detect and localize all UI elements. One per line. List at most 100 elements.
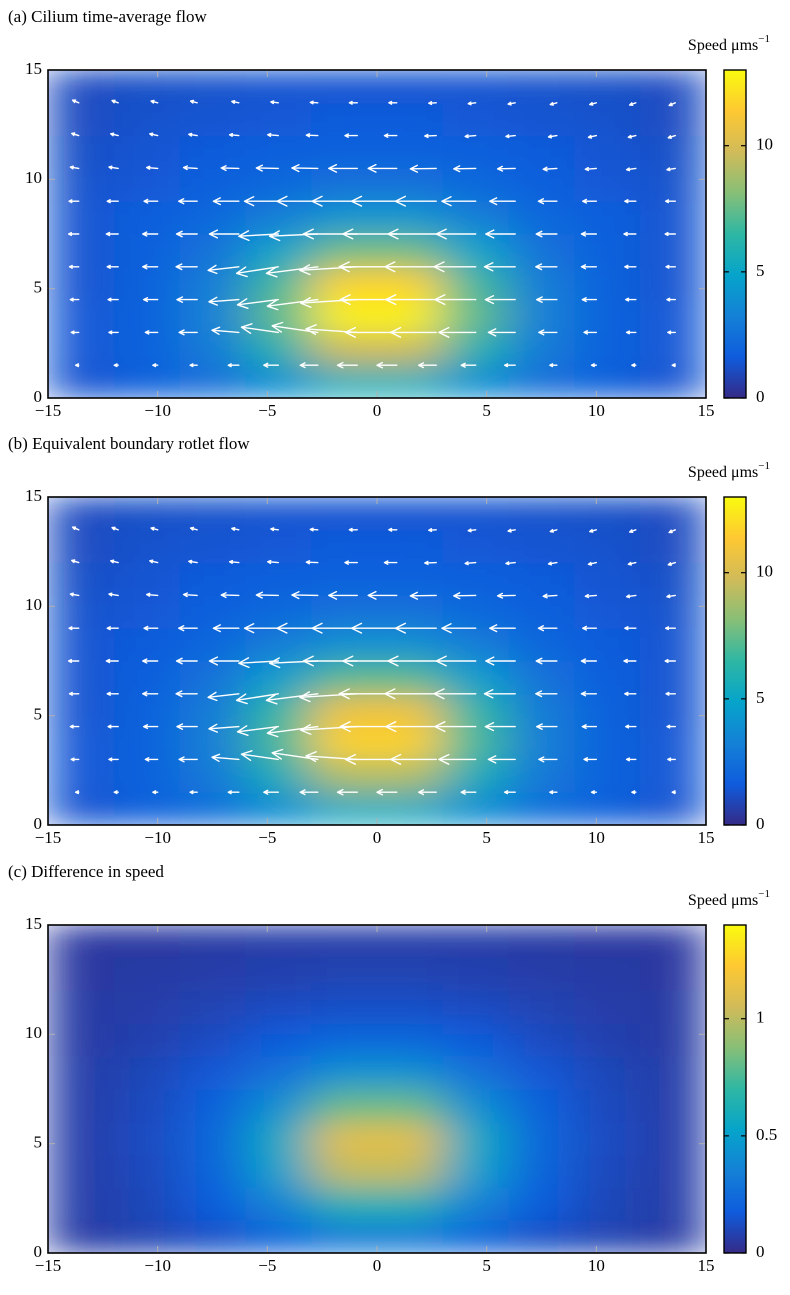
x-tick-label: −15 [35, 1256, 62, 1275]
heatmap-cell [179, 759, 246, 793]
flow-arrow [453, 165, 477, 173]
heatmap-cell [48, 595, 115, 629]
heatmap-cell [113, 332, 181, 366]
heatmap-cell [442, 726, 510, 760]
heatmap-cell [113, 595, 181, 629]
heatmap-cell [113, 234, 181, 268]
heatmap-cell [640, 693, 707, 728]
flow-arrow [350, 622, 398, 634]
x-tick-label: −10 [144, 401, 171, 420]
heatmap-cell [377, 70, 444, 104]
heatmap-cell [245, 1220, 312, 1254]
flow-arrow [344, 753, 398, 765]
heatmap-cell [640, 726, 707, 760]
flow-arrow [266, 725, 319, 738]
flow-arrow [231, 527, 240, 531]
heatmap-cell [508, 661, 575, 695]
flow-arrow [106, 626, 119, 631]
flow-arrow [667, 134, 676, 139]
heatmap-cell [179, 135, 246, 169]
heatmap-cell [442, 201, 510, 235]
heatmap-cell [311, 792, 378, 826]
flow-arrow [624, 691, 637, 696]
flow-arrow [507, 101, 516, 106]
flow-arrow [666, 297, 676, 302]
flow-arrow [108, 165, 119, 170]
flow-arrow [590, 363, 598, 368]
x-tick-label: 0 [373, 1256, 382, 1275]
heatmap-cell [311, 497, 378, 531]
flow-arrow [665, 691, 676, 696]
panel-title: (c) Difference in speed [8, 862, 164, 881]
flow-arrow [68, 626, 80, 631]
flow-arrow [178, 198, 198, 205]
flow-arrow [350, 195, 398, 207]
flow-arrow [483, 262, 516, 272]
flow-arrow [435, 228, 477, 240]
heatmap-cell [113, 957, 181, 992]
heatmap-cell [311, 759, 378, 793]
flow-arrow [336, 361, 358, 369]
heatmap-cell [640, 1154, 707, 1188]
heatmap-cell [48, 135, 115, 169]
flow-arrow [668, 529, 676, 534]
flow-arrow [628, 102, 637, 107]
heatmap-cell [574, 1121, 641, 1156]
flow-arrow [496, 165, 516, 172]
heatmap-cell [442, 102, 510, 137]
flow-arrow [537, 625, 558, 632]
heatmap-cell [48, 726, 115, 760]
heatmap-cell [245, 201, 312, 235]
flow-arrow [175, 263, 198, 271]
heatmap-cell [574, 135, 641, 169]
flow-arrow [376, 361, 398, 369]
heatmap-cell [640, 595, 707, 629]
colorbar-label-text: Speed μms [688, 464, 758, 481]
flow-arrow [113, 363, 119, 368]
flow-arrow [291, 164, 319, 173]
y-tick-label: 0 [34, 1242, 43, 1261]
flow-arrow [71, 99, 80, 104]
flow-arrow [535, 723, 558, 730]
flow-arrow [624, 199, 637, 204]
heatmap-cell [442, 957, 510, 992]
flow-arrow [211, 753, 240, 762]
flow-arrow [189, 99, 198, 104]
heatmap-cell [377, 1187, 444, 1221]
flow-arrow [107, 297, 119, 302]
heatmap-cell [574, 1023, 641, 1057]
heatmap-cell [245, 1121, 312, 1156]
colorbar [723, 496, 747, 826]
heatmap-cell [245, 70, 312, 104]
heatmap-cell [574, 628, 641, 662]
heatmap-cell [574, 1187, 641, 1221]
heatmap-cell [48, 1089, 115, 1123]
heatmap-cell [245, 1154, 312, 1188]
flow-arrow [110, 132, 119, 137]
flow-arrow [142, 297, 159, 303]
flow-arrow [207, 264, 240, 275]
flow-arrow [348, 527, 358, 532]
heatmap-cell [640, 661, 707, 695]
heatmap-cell [574, 1154, 641, 1188]
flow-arrow [625, 594, 637, 599]
heatmap-cell [113, 1187, 181, 1221]
heatmap-cell [311, 562, 378, 596]
heatmap-cell [179, 957, 246, 992]
flow-arrow [108, 592, 119, 597]
flow-arrow [417, 789, 437, 796]
heatmap-cell [311, 135, 378, 169]
flow-arrow [270, 527, 279, 532]
flow-arrow [70, 132, 80, 137]
flow-arrow [467, 528, 477, 533]
heatmap-cell [245, 759, 312, 793]
heatmap-cell [179, 168, 246, 202]
flow-arrow [535, 230, 558, 238]
heatmap-cell [311, 693, 378, 728]
heatmap-cell [113, 102, 181, 137]
heatmap-cell [442, 1187, 510, 1221]
flow-arrow [385, 294, 437, 306]
flow-arrow [483, 689, 516, 699]
heatmap-cell [574, 990, 641, 1024]
flow-arrow [227, 790, 240, 795]
